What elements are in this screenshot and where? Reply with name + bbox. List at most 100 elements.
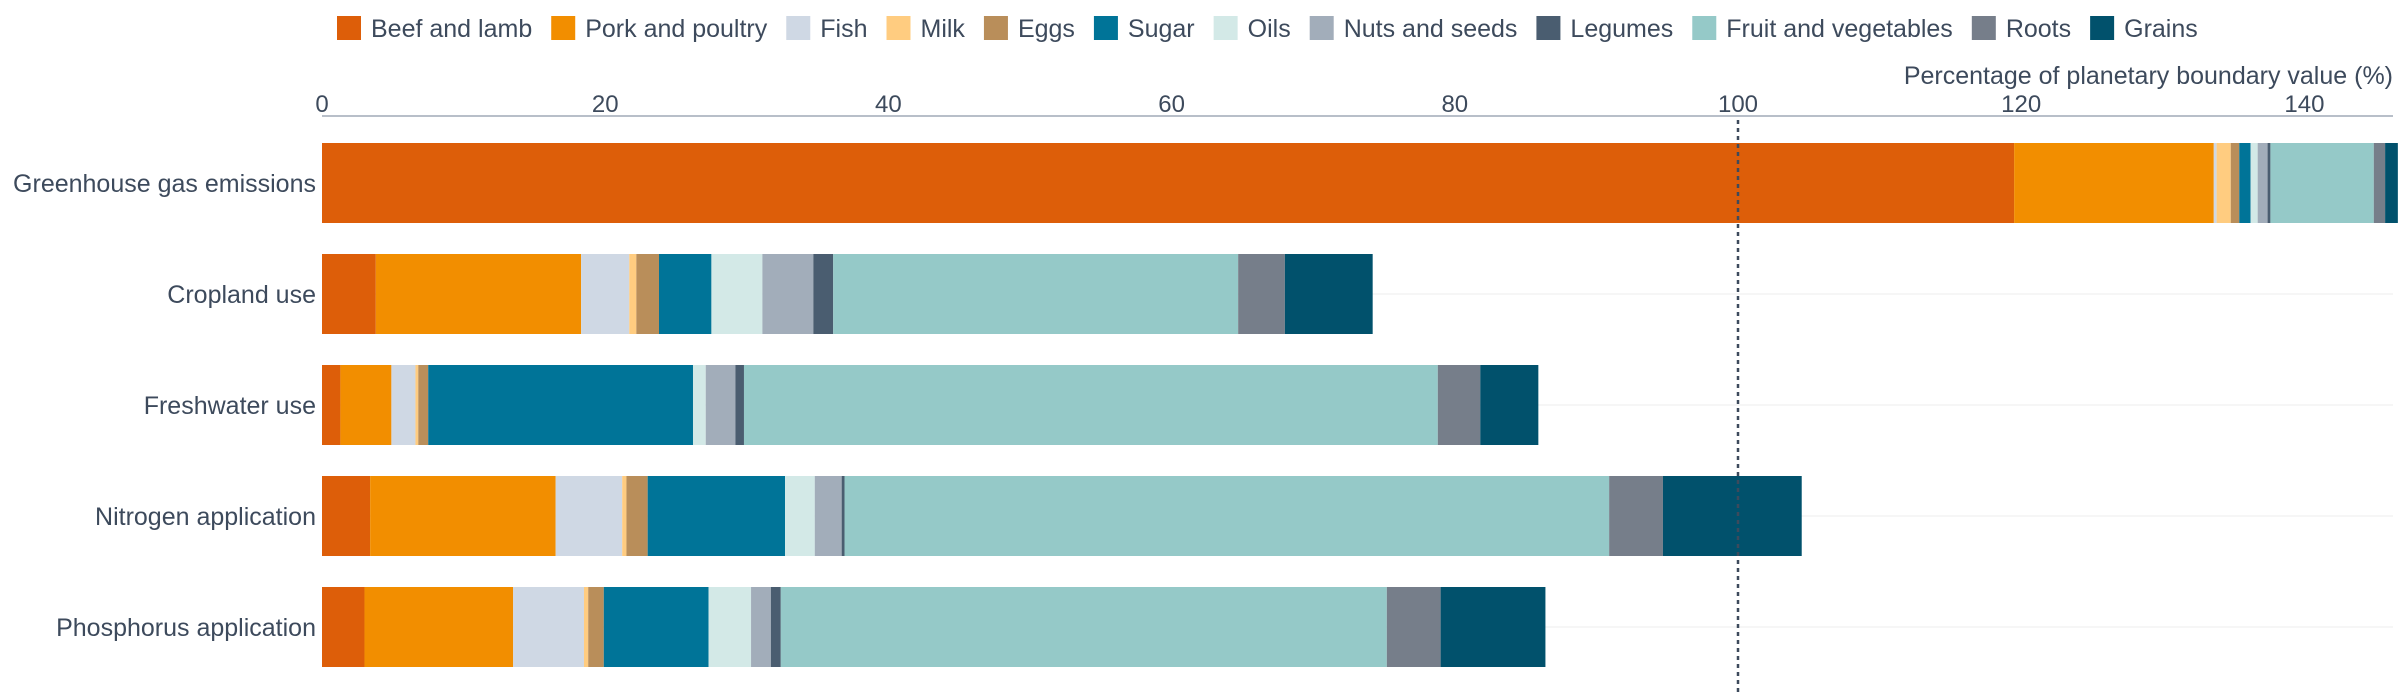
bar-nitrogen-application <box>322 476 1802 556</box>
legend-label-fruit-and-vegetables: Fruit and vegetables <box>1726 15 1953 43</box>
legend-item-roots: Roots <box>1971 15 2071 43</box>
bar-segment-cropland-use-nuts-and-seeds <box>762 254 814 334</box>
bar-segment-nitrogen-application-milk <box>622 476 627 556</box>
bar-segment-cropland-use-roots <box>1238 254 1285 334</box>
bar-segment-greenhouse-gas-emissions-milk <box>2216 143 2231 223</box>
bar-segment-freshwater-use-grains <box>1480 365 1539 445</box>
bar-segment-phosphorus-application-fruit-and-vegetables <box>780 587 1387 667</box>
x-tick-label-140: 140 <box>2284 91 2324 118</box>
bar-segment-cropland-use-fish <box>581 254 630 334</box>
bar-segment-freshwater-use-legumes <box>735 365 744 445</box>
legend-label-legumes: Legumes <box>1570 15 1673 43</box>
bar-segment-greenhouse-gas-emissions-fish <box>2213 143 2217 223</box>
bar-segment-phosphorus-application-oils <box>708 587 752 667</box>
bar-segment-greenhouse-gas-emissions-nuts-and-seeds <box>2257 143 2268 223</box>
bar-segment-freshwater-use-roots <box>1437 365 1481 445</box>
bar-segment-phosphorus-application-legumes <box>770 587 781 667</box>
bar-segment-freshwater-use-eggs <box>418 365 429 445</box>
bar-segment-phosphorus-application-nuts-and-seeds <box>751 587 771 667</box>
x-tick-label-0: 0 <box>315 91 328 118</box>
bar-segment-freshwater-use-fish <box>391 365 416 445</box>
category-label-greenhouse-gas-emissions: Greenhouse gas emissions <box>13 170 316 198</box>
bar-segment-greenhouse-gas-emissions-legumes <box>2267 143 2271 223</box>
legend-swatch-eggs <box>983 16 1008 40</box>
bar-segment-greenhouse-gas-emissions-eggs <box>2230 143 2240 223</box>
bar-segment-greenhouse-gas-emissions-beef-and-lamb <box>322 143 2015 223</box>
bar-segment-freshwater-use-milk <box>415 365 419 445</box>
bar-segment-greenhouse-gas-emissions-grains <box>2385 143 2398 223</box>
legend-item-fruit-and-vegetables: Fruit and vegetables <box>1692 15 1953 43</box>
legend-label-sugar: Sugar <box>1128 15 1195 43</box>
bar-segment-nitrogen-application-roots <box>1609 476 1663 556</box>
legend-item-legumes: Legumes <box>1536 15 1673 43</box>
x-tick-label-80: 80 <box>1441 91 1468 118</box>
x-tick-label-100: 100 <box>1718 91 1758 118</box>
legend-item-oils: Oils <box>1213 15 1291 43</box>
bar-phosphorus-application <box>322 587 1546 667</box>
legend-label-grains: Grains <box>2124 15 2198 43</box>
bar-segment-freshwater-use-beef-and-lamb <box>322 365 341 445</box>
bar-segment-freshwater-use-fruit-and-vegetables <box>743 365 1438 445</box>
bar-segment-cropland-use-legumes <box>813 254 834 334</box>
bar-segment-phosphorus-application-grains <box>1440 587 1546 667</box>
bar-segment-phosphorus-application-beef-and-lamb <box>322 587 365 667</box>
bar-segment-nitrogen-application-nuts-and-seeds <box>814 476 842 556</box>
category-labels: Greenhouse gas emissions Cropland use Fres… <box>13 170 316 642</box>
legend-label-eggs: Eggs <box>1018 15 1075 43</box>
category-label-freshwater-use: Freshwater use <box>144 392 316 420</box>
legend-item-beef-and-lamb: Beef and lamb <box>337 15 532 43</box>
bar-segment-phosphorus-application-eggs <box>588 587 604 667</box>
x-tick-label-120: 120 <box>2001 91 2041 118</box>
bar-segment-cropland-use-beef-and-lamb <box>322 254 376 334</box>
bar-segment-freshwater-use-pork-and-poultry <box>340 365 392 445</box>
bar-segment-phosphorus-application-roots <box>1386 587 1441 667</box>
bar-segment-nitrogen-application-fruit-and-vegetables <box>844 476 1610 556</box>
legend-label-nuts-and-seeds: Nuts and seeds <box>1344 15 1518 43</box>
legend-item-fish: Fish <box>786 15 868 43</box>
legend-swatch-grains <box>2090 16 2115 40</box>
legend-item-pork-and-poultry: Pork and poultry <box>551 15 768 43</box>
bar-segment-cropland-use-grains <box>1284 254 1373 334</box>
x-tick-label-20: 20 <box>592 91 619 118</box>
legend-label-oils: Oils <box>1248 15 1291 43</box>
bar-segment-nitrogen-application-eggs <box>626 476 648 556</box>
bar-segment-nitrogen-application-fish <box>555 476 623 556</box>
category-label-nitrogen-application: Nitrogen application <box>95 503 316 531</box>
bar-segment-nitrogen-application-sugar <box>647 476 786 556</box>
bar-segment-phosphorus-application-sugar <box>603 587 709 667</box>
legend-swatch-pork-and-poultry <box>551 16 576 40</box>
bar-cropland-use <box>322 254 1373 334</box>
bar-segment-cropland-use-milk <box>629 254 637 334</box>
legend-item-eggs: Eggs <box>983 15 1075 43</box>
bar-segment-phosphorus-application-milk <box>583 587 589 667</box>
legend-label-beef-and-lamb: Beef and lamb <box>371 15 532 43</box>
bar-segment-cropland-use-fruit-and-vegetables <box>833 254 1239 334</box>
legend-item-nuts-and-seeds: Nuts and seeds <box>1309 15 1518 43</box>
bar-segment-nitrogen-application-grains <box>1662 476 1802 556</box>
bar-segment-freshwater-use-oils <box>692 365 706 445</box>
bar-segment-greenhouse-gas-emissions-fruit-and-vegetables <box>2270 143 2374 223</box>
legend-item-sugar: Sugar <box>1093 15 1195 43</box>
legend-swatch-sugar <box>1093 16 1118 40</box>
chart-legend: Beef and lamb Pork and poultry Fish Milk Egg… <box>337 15 2198 43</box>
legend-swatch-nuts-and-seeds <box>1309 16 1334 40</box>
legend-swatch-oils <box>1213 16 1238 40</box>
bar-segment-nitrogen-application-legumes <box>841 476 845 556</box>
bar-segment-greenhouse-gas-emissions-roots <box>2373 143 2386 223</box>
bars <box>322 143 2398 667</box>
legend-swatch-beef-and-lamb <box>337 16 361 40</box>
bar-greenhouse-gas-emissions <box>322 143 2398 223</box>
bar-segment-phosphorus-application-fish <box>513 587 584 667</box>
legend-label-pork-and-poultry: Pork and poultry <box>585 15 768 43</box>
bar-segment-greenhouse-gas-emissions-oils <box>2250 143 2258 223</box>
legend-label-roots: Roots <box>2006 15 2071 43</box>
bar-segment-nitrogen-application-pork-and-poultry <box>370 476 556 556</box>
bar-segment-nitrogen-application-oils <box>785 476 815 556</box>
bar-segment-freshwater-use-nuts-and-seeds <box>705 365 736 445</box>
bar-segment-cropland-use-oils <box>711 254 763 334</box>
legend-swatch-legumes <box>1536 16 1561 40</box>
legend-swatch-fish <box>786 16 811 40</box>
legend-label-fish: Fish <box>820 15 867 43</box>
category-label-phosphorus-application: Phosphorus application <box>56 614 316 642</box>
